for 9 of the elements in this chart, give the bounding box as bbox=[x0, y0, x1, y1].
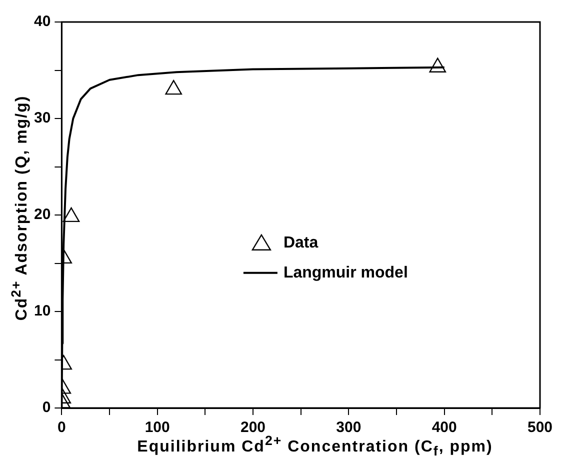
legend-label: Data bbox=[283, 234, 318, 252]
x-tick-label: 0 bbox=[58, 419, 66, 436]
y-tick-label: 0 bbox=[42, 399, 51, 416]
y-tick-label: 20 bbox=[34, 206, 51, 224]
y-tick-label: 40 bbox=[34, 13, 51, 30]
legend-label: Langmuir model bbox=[283, 264, 408, 282]
y-tick-label: 10 bbox=[34, 302, 51, 320]
y-tick-label: 30 bbox=[34, 110, 51, 127]
x-tick-label: 500 bbox=[527, 419, 553, 436]
